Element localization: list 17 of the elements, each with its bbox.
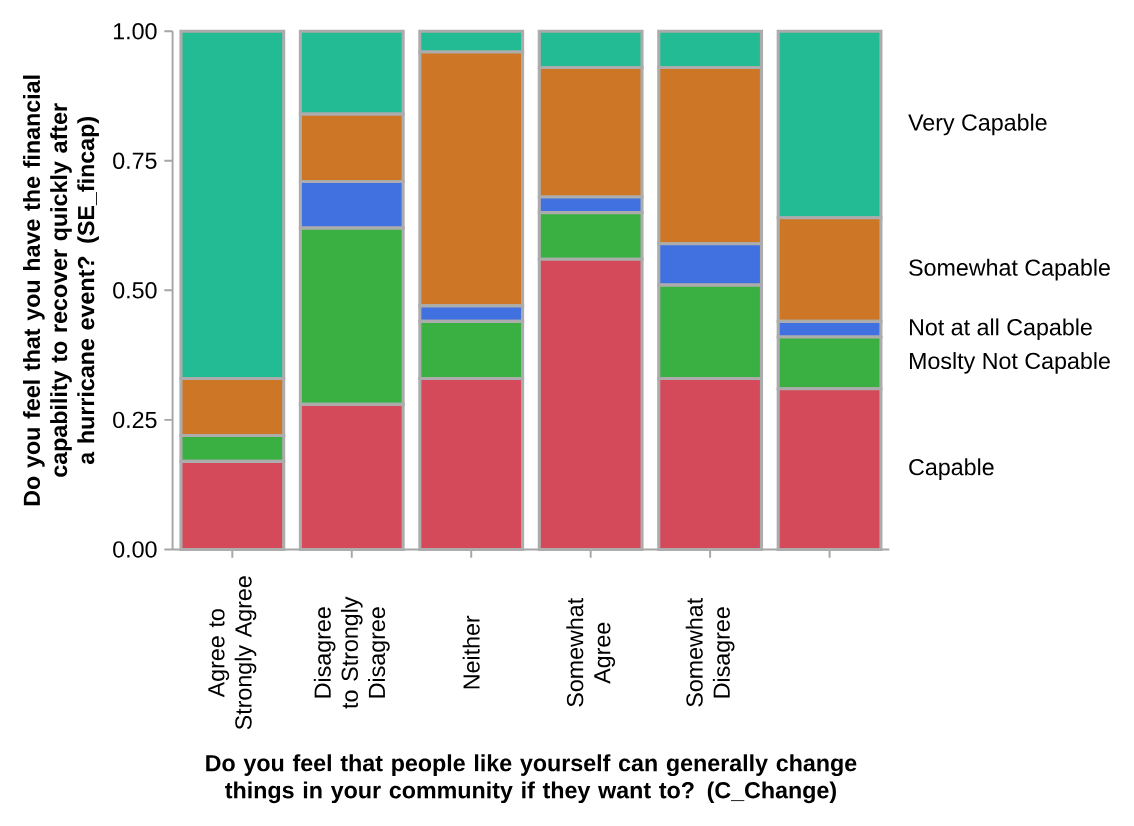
x-tick-label: Neither xyxy=(462,615,480,689)
y-tick-label: 0.50 xyxy=(113,282,157,299)
y-tick-label: 0.75 xyxy=(113,152,157,169)
series-label: Not at all Capable xyxy=(909,318,1092,340)
series-label: Moslty Not Capable xyxy=(909,351,1110,374)
x-axis-title: Do you feel that people like yourself can generally change things in your community if they want to? (C_Change) xyxy=(206,754,857,804)
series-label: Very Capable xyxy=(908,113,1047,136)
x-tick-label: Agree to Strongly Agree xyxy=(208,576,257,730)
x-tick-label: Somewhat Agree xyxy=(566,597,616,707)
x-tick-label: Disagree to Strongly Disagree xyxy=(313,596,390,709)
y-tick-label: 1.00 xyxy=(113,22,157,40)
y-tick-label: 0.00 xyxy=(113,541,157,558)
x-tick-label: Somewhat Disagree xyxy=(685,597,735,707)
y-axis-title: Do you feel that you have the financial capability to recover quickly after a hurricane event? (SE_fincap) xyxy=(23,75,99,506)
y-tick-label: 0.25 xyxy=(113,411,157,429)
series-label: Capable xyxy=(909,458,994,480)
series-label: Somewhat Capable xyxy=(909,258,1110,281)
